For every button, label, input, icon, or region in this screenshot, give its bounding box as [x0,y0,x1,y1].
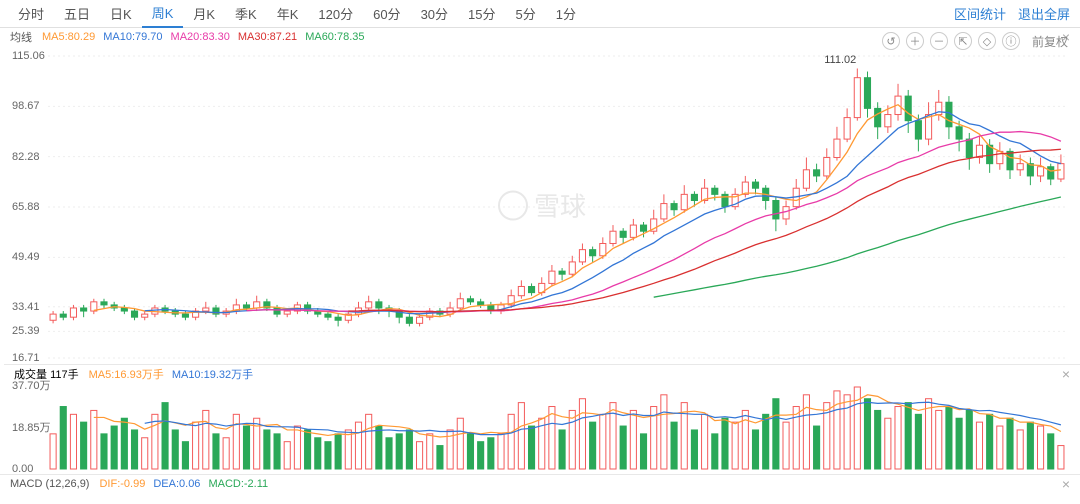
volume-section: 成交量 117手 MA5:16.93万手MA10:19.32万手 × 37.70… [4,364,1080,474]
y-axis-tick: 33.41 [12,301,40,313]
tab-五日[interactable]: 五日 [54,0,100,27]
timeframe-tabs: 分时五日日K周K月K季K年K120分60分30分15分5分1分 区间统计 退出全… [0,0,1080,28]
tab-1分[interactable]: 1分 [546,0,586,27]
exit-fullscreen-link[interactable]: 退出全屏 [1018,4,1070,23]
tab-月K[interactable]: 月K [183,0,225,27]
macd-row: MACD (12,26,9) DIF:-0.99 DEA:0.06 MACD:-2.… [0,474,1080,492]
header-right-links: 区间统计 退出全屏 [954,4,1070,23]
ma-value: MA30:87.21 [238,31,297,43]
macd-value: MACD:-2.11 [208,478,268,490]
interval-stats-link[interactable]: 区间统计 [954,4,1006,23]
macd-label: MACD (12,26,9) [10,478,89,490]
tab-日K[interactable]: 日K [100,0,142,27]
tab-季K[interactable]: 季K [225,0,267,27]
tool-icon[interactable]: ◇ [978,32,996,50]
y-axis-tick: 82.28 [12,151,40,163]
ma-label: 均线 [10,29,32,45]
tab-60分[interactable]: 60分 [363,0,410,27]
y-axis-tick: 115.06 [12,50,45,62]
tab-120分[interactable]: 120分 [308,0,363,27]
chart-toolbar: ↺ ＋ － ⇱ ◇ ⓘ 前复权 [882,32,1068,50]
ma-value: MA20:83.30 [171,31,230,43]
tab-15分[interactable]: 15分 [458,0,505,27]
close-icon[interactable]: × [1062,366,1070,382]
volume-ma-value: MA10:19.32万手 [172,369,253,381]
y-axis-tick: 49.49 [12,251,40,263]
peak-annotation: 111.02 [824,54,856,66]
y-axis-tick: 16.71 [12,352,40,364]
tab-5分[interactable]: 5分 [506,0,546,27]
tool-icon[interactable]: － [930,32,948,50]
ma-value: MA5:80.29 [42,31,95,43]
ma-value: MA10:79.70 [103,31,162,43]
volume-chart[interactable]: 37.70万18.85万0.00 [4,383,1080,471]
vol-y-tick: 18.85万 [12,419,51,435]
tool-icon[interactable]: ⓘ [1002,32,1020,50]
volume-header: 成交量 117手 MA5:16.93万手MA10:19.32万手 × [4,365,1080,383]
macd-value: DEA:0.06 [153,478,200,490]
macd-value: DIF:-0.99 [99,478,145,490]
tool-icon[interactable]: ⇱ [954,32,972,50]
tool-icon[interactable]: ＋ [906,32,924,50]
tab-年K[interactable]: 年K [267,0,309,27]
y-axis-tick: 25.39 [12,325,40,337]
y-axis-tick: 98.67 [12,100,40,112]
tab-30分[interactable]: 30分 [411,0,458,27]
close-icon[interactable]: × [1062,476,1070,492]
volume-ma-value: MA5:16.93万手 [89,369,164,381]
adjustment-label[interactable]: 前复权 [1032,33,1068,50]
tab-周K[interactable]: 周K [142,0,184,28]
main-kline-chart[interactable]: 雪球 16.7125.3933.4149.4965.8882.2898.6711… [4,46,1080,364]
vol-y-tick: 37.70万 [12,377,51,393]
y-axis-tick: 65.88 [12,201,40,213]
tab-分时[interactable]: 分时 [8,0,54,27]
tool-icon[interactable]: ↺ [882,32,900,50]
ma-value: MA60:78.35 [305,31,364,43]
